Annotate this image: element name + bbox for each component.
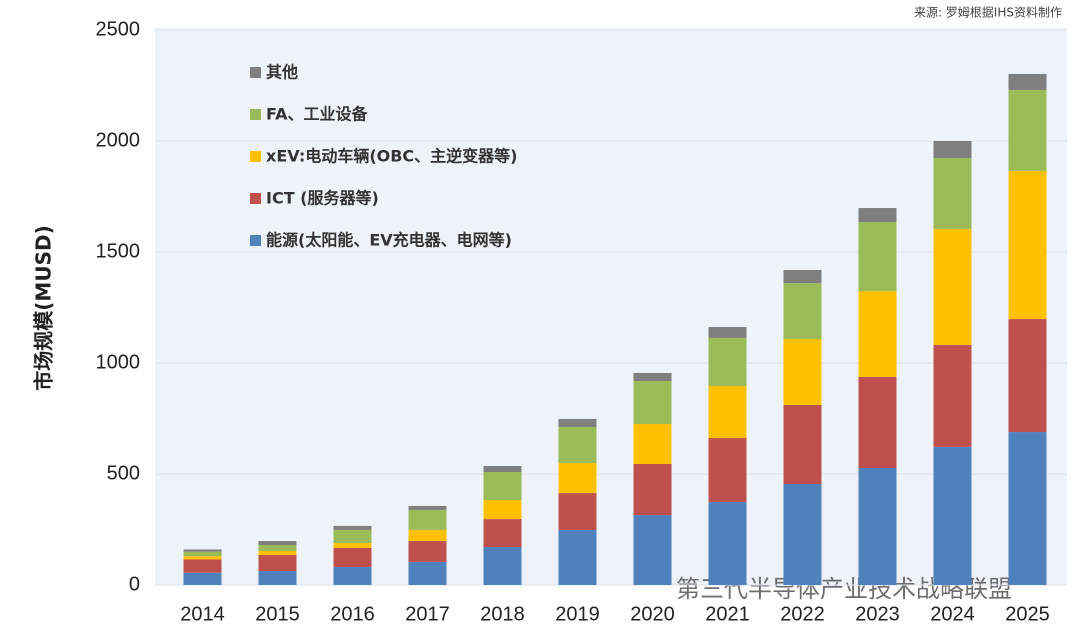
- bar-segment: [633, 464, 672, 516]
- bar-segment: [858, 376, 897, 469]
- bar-segment: [783, 483, 822, 585]
- legend-label: FA、工业设备: [266, 105, 368, 124]
- x-tick-label: 2017: [405, 603, 450, 625]
- bar-segment: [858, 291, 897, 377]
- x-tick-label: 2014: [180, 603, 225, 625]
- bar-segment: [333, 543, 372, 548]
- bar-segment: [258, 555, 297, 572]
- legend-swatch: [250, 67, 261, 78]
- bar-segment: [258, 551, 297, 556]
- bar-segment: [708, 386, 747, 439]
- bar-segment: [633, 424, 672, 465]
- bar-segment: [483, 519, 522, 548]
- legend-label: ICT (服务器等): [266, 189, 379, 208]
- x-tick-label: 2015: [255, 603, 300, 625]
- bar-segment: [558, 529, 597, 585]
- bar-segment: [633, 515, 672, 585]
- bar-segment: [408, 541, 447, 562]
- bar-segment: [933, 141, 972, 159]
- bar-segment: [858, 468, 897, 585]
- x-tick-label: 2023: [855, 603, 900, 625]
- legend-label: xEV:电动车辆(OBC、主逆变器等): [266, 147, 517, 166]
- bar-segment: [333, 567, 372, 585]
- bar-segment: [933, 446, 972, 585]
- bar-segment: [483, 499, 522, 520]
- bar-segment: [633, 372, 672, 381]
- legend-label: 其他: [266, 63, 298, 82]
- legend-swatch: [250, 109, 261, 120]
- bar-segment: [333, 529, 372, 544]
- bar-segment: [933, 345, 972, 447]
- bar-segment: [783, 339, 822, 405]
- y-tick-label: 500: [107, 462, 140, 484]
- legend-swatch: [250, 235, 261, 246]
- x-tick-label: 2022: [780, 603, 825, 625]
- bar-segment: [783, 283, 822, 340]
- bar-segment: [408, 529, 447, 542]
- bar-segment: [558, 463, 597, 494]
- bar-segment: [933, 158, 972, 229]
- bar-segment: [1008, 170, 1047, 320]
- bar-segment: [258, 541, 297, 546]
- bar-segment: [258, 571, 297, 585]
- x-tick-label: 2020: [630, 603, 675, 625]
- bar-segment: [858, 222, 897, 292]
- bar-segment: [633, 380, 672, 425]
- legend-swatch: [250, 151, 261, 162]
- bar-segment: [1008, 73, 1047, 90]
- bar-segment: [708, 438, 747, 502]
- x-tick-label: 2021: [705, 603, 750, 625]
- bar-segment: [183, 572, 222, 585]
- bar-segment: [933, 228, 972, 346]
- bar-segment: [183, 559, 222, 573]
- y-tick-label: 0: [129, 573, 140, 595]
- bar-segment: [483, 472, 522, 500]
- bar-segment: [408, 505, 447, 510]
- bar-segment: [408, 561, 447, 585]
- bar-segment: [1008, 319, 1047, 433]
- bar-segment: [183, 551, 222, 557]
- x-tick-label: 2016: [330, 603, 375, 625]
- source-note: 来源: 罗姆根据IHS资料制作: [914, 6, 1062, 20]
- y-tick-label: 1000: [96, 351, 141, 373]
- bar-segment: [408, 509, 447, 530]
- bar-segment: [183, 549, 222, 552]
- legend-label: 能源(太阳能、EV充电器、电网等): [266, 231, 512, 250]
- y-tick-label: 1500: [96, 240, 141, 262]
- legend-swatch: [250, 193, 261, 204]
- bar-segment: [708, 501, 747, 585]
- x-tick-label: 2018: [480, 603, 525, 625]
- y-tick-label: 2000: [96, 129, 141, 151]
- bar-segment: [483, 547, 522, 585]
- bar-segment: [183, 556, 222, 560]
- bar-segment: [558, 426, 597, 464]
- bar-segment: [708, 327, 747, 338]
- bar-segment: [708, 337, 747, 387]
- bar-segment: [858, 208, 897, 223]
- x-tick-label: 2024: [930, 603, 975, 625]
- plot-area: [155, 28, 1067, 585]
- bar-segment: [1008, 432, 1047, 585]
- bar-segment: [558, 418, 597, 427]
- bar-segment: [1008, 89, 1047, 171]
- bar-segment: [333, 547, 372, 568]
- y-axis-label: 市场规模(MUSD): [32, 225, 56, 390]
- x-tick-label: 2025: [1005, 603, 1050, 625]
- x-tick-label: 2019: [555, 603, 600, 625]
- bar-segment: [258, 545, 297, 552]
- bar-segment: [558, 493, 597, 530]
- bar-segment: [783, 404, 822, 484]
- bar-segment: [483, 466, 522, 473]
- bar-segment: [333, 525, 372, 530]
- bar-segment: [783, 269, 822, 284]
- y-tick-label: 2500: [96, 18, 141, 40]
